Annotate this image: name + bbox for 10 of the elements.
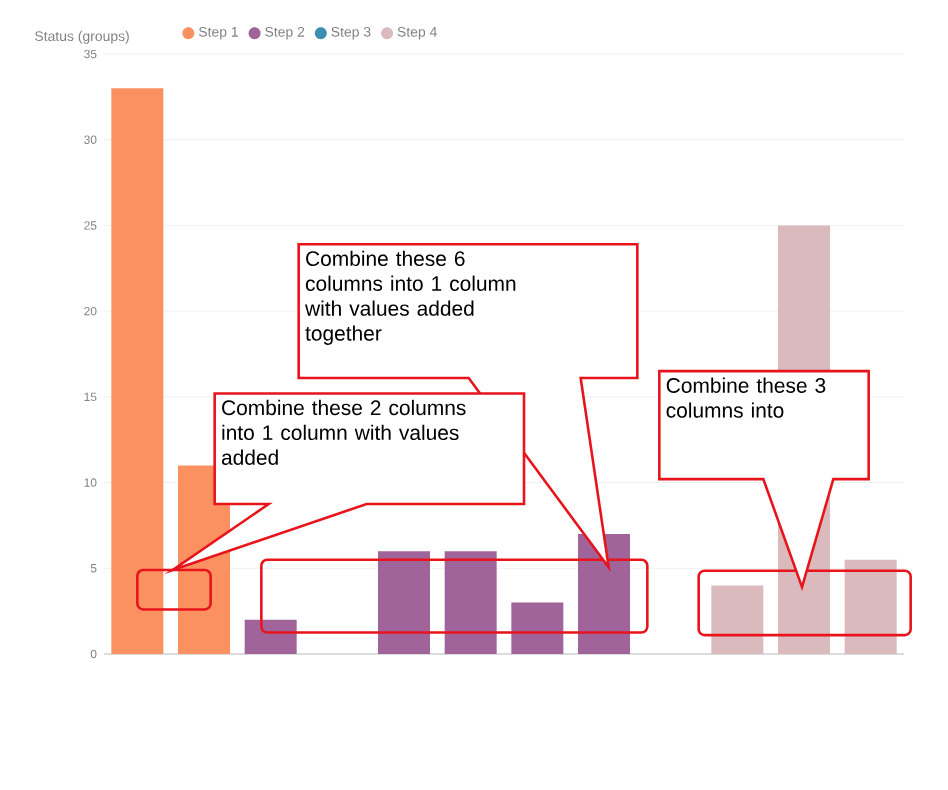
bar [711,585,764,654]
bar [111,88,164,654]
annotation: Combine these 6 columns into 1 column with values added together [305,250,516,345]
bar [244,619,297,654]
bar [511,602,564,654]
annotation: Combine these 2 columns into 1 column with values added [221,399,466,465]
bar [378,551,430,654]
bar [844,559,897,654]
bar [444,551,497,654]
annotation: Combine these 3 columns into [666,377,826,418]
